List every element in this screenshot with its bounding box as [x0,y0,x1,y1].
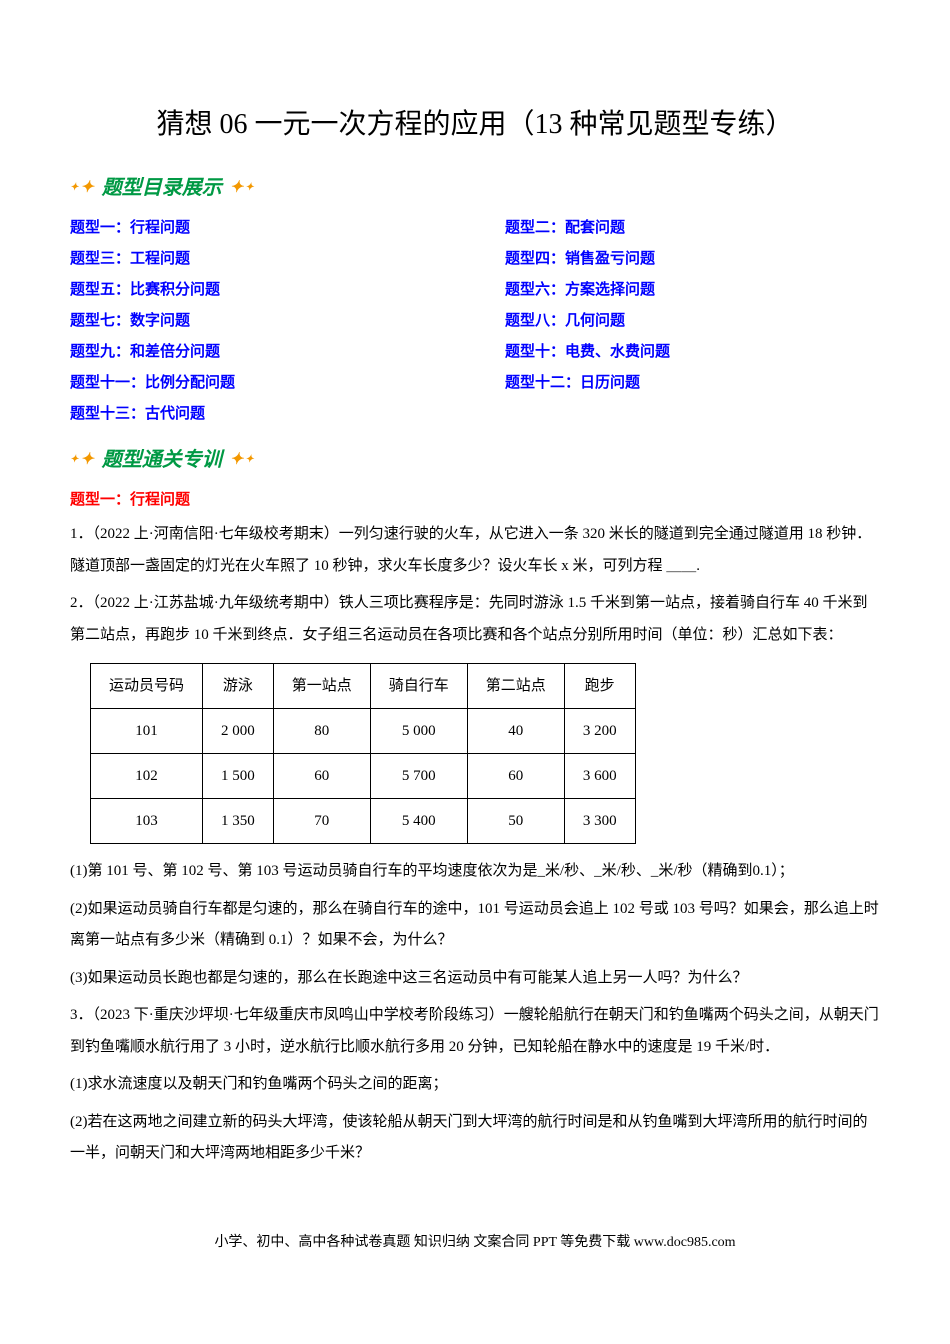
toc-item-10: 题型十：电费、水费问题 [505,338,880,365]
table-cell: 2 000 [203,709,274,754]
problem-2-intro: 2．（2022 上·江苏盐城·九年级统考期中）铁人三项比赛程序是：先同时游泳 1… [70,588,880,651]
subsection-header-1: 题型一：行程问题 [70,486,880,513]
page-footer: 小学、初中、高中各种试卷真题 知识归纳 文案合同 PPT 等免费下载 www.d… [70,1230,880,1255]
table-cell: 60 [467,754,564,799]
page-container: 猜想 06 一元一次方程的应用（13 种常见题型专练） ✦ ✦ 题型目录展示 ✦… [0,0,950,1295]
table-cell: 80 [273,709,370,754]
table-cell: 5 700 [370,754,467,799]
toc-item-6: 题型六：方案选择问题 [505,276,880,303]
table-row: 102 1 500 60 5 700 60 3 600 [91,754,636,799]
table-cell: 3 300 [564,799,635,844]
toc-item-12: 题型十二：日历问题 [505,369,880,396]
table-header-cell: 第二站点 [467,664,564,709]
table-row: 103 1 350 70 5 400 50 3 300 [91,799,636,844]
toc-item-9: 题型九：和差倍分问题 [70,338,445,365]
star-small-icon: ✦ [245,451,253,469]
toc-item-2: 题型二：配套问题 [505,214,880,241]
star-decor-right: ✦ ✦ [230,174,254,203]
star-small-icon: ✦ [70,179,78,197]
problem-2-q2: (2)如果运动员骑自行车都是匀速的，那么在骑自行车的途中，101 号运动员会追上… [70,894,880,957]
banner-text-2: 题型通关专训 [102,442,222,478]
table-cell: 40 [467,709,564,754]
toc-item-13: 题型十三：古代问题 [70,400,445,427]
athlete-data-table: 运动员号码 游泳 第一站点 骑自行车 第二站点 跑步 101 2 000 80 … [90,663,636,844]
star-decor-left: ✦ ✦ [70,174,94,203]
section-banner-toc: ✦ ✦ 题型目录展示 ✦ ✦ [70,170,880,206]
problem-3-q1: (1)求水流速度以及朝天门和钓鱼嘴两个码头之间的距离； [70,1069,880,1101]
table-cell: 5 000 [370,709,467,754]
table-row: 101 2 000 80 5 000 40 3 200 [91,709,636,754]
star-decor-right: ✦ ✦ [230,446,254,475]
toc-item-7: 题型七：数字问题 [70,307,445,334]
table-cell: 5 400 [370,799,467,844]
star-big-icon: ✦ [80,174,93,203]
star-big-icon: ✦ [80,446,93,475]
problem-2-q3: (3)如果运动员长跑也都是匀速的，那么在长跑途中这三名运动员中有可能某人追上另一… [70,963,880,995]
table-header-cell: 游泳 [203,664,274,709]
banner-text-1: 题型目录展示 [102,170,222,206]
table-header-cell: 第一站点 [273,664,370,709]
problem-3-q2: (2)若在这两地之间建立新的码头大坪湾，使该轮船从朝天门到大坪湾的航行时间是和从… [70,1107,880,1170]
table-cell: 1 350 [203,799,274,844]
table-cell: 101 [91,709,203,754]
table-header-row: 运动员号码 游泳 第一站点 骑自行车 第二站点 跑步 [91,664,636,709]
toc-item-1: 题型一：行程问题 [70,214,445,241]
main-title: 猜想 06 一元一次方程的应用（13 种常见题型专练） [70,100,880,150]
toc-item-4: 题型四：销售盈亏问题 [505,245,880,272]
table-header-cell: 跑步 [564,664,635,709]
toc-item-8: 题型八：几何问题 [505,307,880,334]
table-cell: 103 [91,799,203,844]
star-big-icon: ✦ [230,446,243,475]
problem-3-intro: 3．（2023 下·重庆沙坪坝·七年级重庆市凤鸣山中学校考阶段练习）一艘轮船航行… [70,1000,880,1063]
table-cell: 70 [273,799,370,844]
table-of-contents: 题型一：行程问题 题型二：配套问题 题型三：工程问题 题型四：销售盈亏问题 题型… [70,214,880,427]
toc-item-3: 题型三：工程问题 [70,245,445,272]
table-header-cell: 运动员号码 [91,664,203,709]
table-header-cell: 骑自行车 [370,664,467,709]
table-cell: 102 [91,754,203,799]
star-big-icon: ✦ [230,174,243,203]
toc-item-11: 题型十一：比例分配问题 [70,369,445,396]
star-small-icon: ✦ [245,179,253,197]
star-small-icon: ✦ [70,451,78,469]
table-cell: 1 500 [203,754,274,799]
problem-2-q1: (1)第 101 号、第 102 号、第 103 号运动员骑自行车的平均速度依次… [70,856,880,888]
section-banner-practice: ✦ ✦ 题型通关专训 ✦ ✦ [70,442,880,478]
problem-1: 1．（2022 上·河南信阳·七年级校考期末）一列匀速行驶的火车，从它进入一条 … [70,519,880,582]
table-cell: 3 600 [564,754,635,799]
toc-item-5: 题型五：比赛积分问题 [70,276,445,303]
star-decor-left: ✦ ✦ [70,446,94,475]
table-cell: 50 [467,799,564,844]
table-cell: 60 [273,754,370,799]
table-cell: 3 200 [564,709,635,754]
